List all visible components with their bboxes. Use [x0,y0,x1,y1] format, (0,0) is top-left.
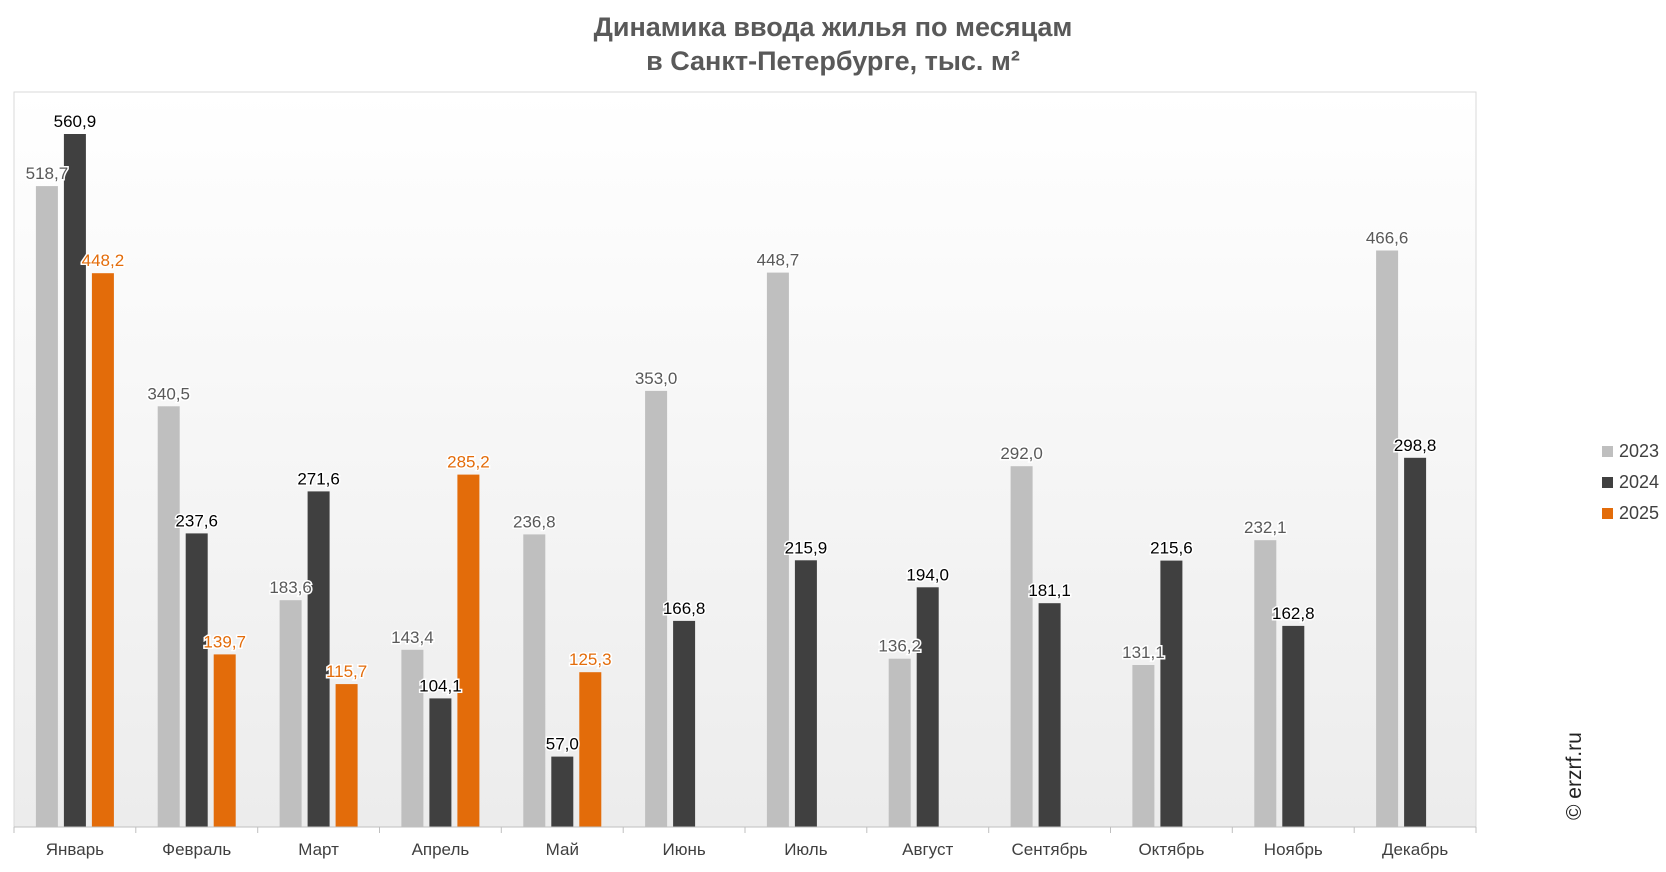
bar-2025-1 [91,273,114,827]
legend-label-2025: 2025 [1619,503,1660,523]
x-tick-label-8: Август [902,840,953,859]
bar-2024-11 [1282,625,1305,827]
x-tick-label-7: Июль [784,840,828,859]
data-label-2024-5: 57,0 [546,735,579,754]
chart-title: Динамика ввода жилья по месяцам в Санкт-… [0,10,1666,78]
bar-2024-6 [673,620,696,827]
data-label-2024-3: 271,6 [297,469,340,488]
data-label-2024-1: 560,9 [54,112,97,131]
data-label-2024-7: 215,9 [785,538,828,557]
legend-swatch-2023 [1602,446,1613,457]
data-label-2025-5: 125,3 [569,650,612,669]
data-label-2023-5: 236,8 [513,512,556,531]
data-label-2024-4: 104,1 [419,676,462,695]
bar-2023-3 [279,600,302,827]
bar-2023-10 [1132,665,1155,827]
data-label-2025-4: 285,2 [447,453,490,472]
x-tick-label-5: Май [546,840,579,859]
bar-2025-5 [579,672,602,827]
bar-2023-4 [401,649,424,827]
data-label-2024-10: 215,6 [1150,539,1193,558]
bar-2024-9 [1038,603,1061,827]
data-label-2023-11: 232,1 [1244,518,1287,537]
bar-2024-10 [1160,560,1183,827]
watermark-text: © erzrf.ru [1563,732,1586,820]
bar-2023-5 [523,534,546,827]
x-tick-label-9: Сентябрь [1012,840,1088,859]
bar-2025-2 [213,654,236,827]
data-label-2023-6: 353,0 [635,369,678,388]
bar-2023-11 [1254,540,1277,827]
chart-title-line-1: Динамика ввода жилья по месяцам [593,12,1073,42]
x-tick-label-11: Ноябрь [1264,840,1323,859]
x-tick-label-4: Апрель [412,840,470,859]
bar-2023-1 [35,186,58,828]
legend: 2023 2024 2025 [1602,436,1659,529]
x-tick-label-2: Февраль [162,840,231,859]
data-label-2023-10: 131,1 [1122,643,1165,662]
bar-2024-8 [916,587,939,827]
data-label-2025-2: 139,7 [203,632,246,651]
data-label-2023-12: 466,6 [1366,229,1409,248]
data-label-2023-2: 340,5 [147,384,190,403]
legend-item-2024: 2024 [1602,467,1659,498]
chart-title-line-2: в Санкт-Петербурге, тыс. м² [646,46,1020,76]
data-label-2024-8: 194,0 [906,565,949,584]
data-label-2024-2: 237,6 [175,511,218,530]
legend-swatch-2025 [1602,508,1613,519]
bar-2023-9 [1010,466,1033,827]
data-label-2023-4: 143,4 [391,628,434,647]
bar-2024-5 [551,756,574,827]
bar-2024-1 [63,134,86,827]
bar-2024-3 [307,491,330,827]
bar-2024-2 [185,533,208,827]
bar-2024-4 [429,698,452,827]
x-tick-label-3: Март [298,840,339,859]
data-label-2024-12: 298,8 [1394,436,1437,455]
data-label-2024-11: 162,8 [1272,604,1315,623]
legend-label-2024: 2024 [1619,472,1660,492]
legend-item-2025: 2025 [1602,498,1659,529]
legend-item-2023: 2023 [1602,436,1659,467]
data-label-2023-9: 292,0 [1000,444,1043,463]
data-label-2025-1: 448,2 [82,251,125,270]
data-label-2024-9: 181,1 [1028,581,1071,600]
x-tick-label-1: Январь [46,840,104,859]
bar-2023-12 [1376,250,1399,827]
data-label-2023-7: 448,7 [757,251,800,270]
data-label-2023-1: 518,7 [26,164,69,183]
data-label-2025-3: 115,7 [326,662,367,681]
legend-swatch-2024 [1602,477,1613,488]
legend-label-2023: 2023 [1619,441,1660,461]
x-tick-label-6: Июнь [662,840,705,859]
bar-2025-4 [457,474,480,827]
data-label-2023-8: 136,2 [878,637,921,656]
data-label-2023-3: 183,6 [269,578,312,597]
data-label-2024-6: 166,8 [663,599,706,618]
x-tick-label-12: Декабрь [1382,840,1448,859]
bar-2023-6 [645,390,668,827]
bar-2023-2 [157,406,180,827]
x-tick-label-10: Октябрь [1138,840,1204,859]
bar-2023-7 [766,272,789,828]
bar-2024-7 [794,560,817,827]
plot-area [13,91,1477,828]
bar-2024-12 [1404,457,1427,827]
bar-2023-8 [888,658,911,827]
bar-2025-3 [335,684,358,827]
